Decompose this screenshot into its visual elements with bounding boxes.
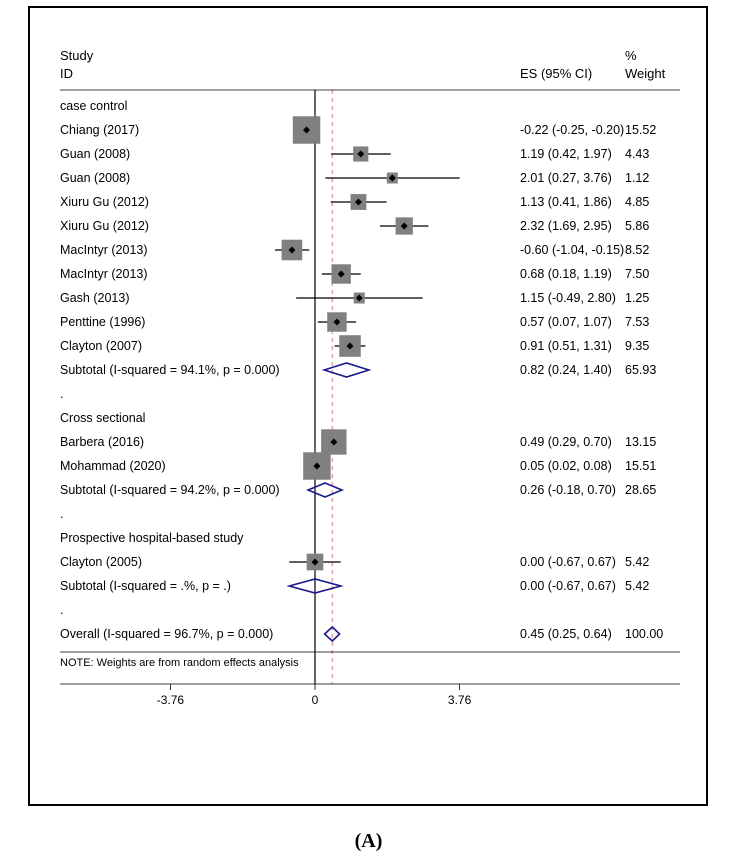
svg-text:15.52: 15.52 (625, 123, 656, 137)
svg-text:Weight: Weight (625, 66, 666, 81)
svg-text:Gash (2013): Gash (2013) (60, 291, 129, 305)
svg-text:0.26 (-0.18, 0.70): 0.26 (-0.18, 0.70) (520, 483, 616, 497)
forest-plot: Study% ID ES (95% CI) Weight case control Chi… (60, 38, 680, 776)
svg-text:7.50: 7.50 (625, 267, 649, 281)
svg-text:1.25: 1.25 (625, 291, 649, 305)
svg-text:0.05 (0.02, 0.08): 0.05 (0.02, 0.08) (520, 459, 612, 473)
svg-text:Subtotal (I-squared = 94.2%,: Subtotal (I-squared = 94.2%, p = 0.000) (60, 483, 280, 497)
svg-text:MacIntyr (2013): MacIntyr (2013) (60, 243, 148, 257)
svg-text:28.65: 28.65 (625, 483, 656, 497)
svg-text:Chiang (2017): Chiang (2017) (60, 123, 139, 137)
svg-text:Overall (I-squared = 96.7%, p: Overall (I-squared = 96.7%, p = 0.000) (60, 627, 273, 641)
svg-text:4.85: 4.85 (625, 195, 649, 209)
svg-text:13.15: 13.15 (625, 435, 656, 449)
svg-text:0.57 (0.07, 1.07): 0.57 (0.07, 1.07) (520, 315, 612, 329)
svg-text:0.91 (0.51, 1.31): 0.91 (0.51, 1.31) (520, 339, 612, 353)
svg-text:0.00 (-0.67, 0.67): 0.00 (-0.67, 0.67) (520, 555, 616, 569)
figure-caption: (A) (0, 830, 737, 853)
svg-text:0.68 (0.18, 1.19): 0.68 (0.18, 1.19) (520, 267, 612, 281)
svg-text:Clayton (2005): Clayton (2005) (60, 555, 142, 569)
svg-text:Xiuru Gu (2012): Xiuru Gu (2012) (60, 219, 149, 233)
svg-text:case control: case control (60, 99, 127, 113)
svg-text:Mohammad (2020): Mohammad (2020) (60, 459, 166, 473)
svg-text:2.01 (0.27, 3.76): 2.01 (0.27, 3.76) (520, 171, 612, 185)
svg-text:Study: Study (60, 48, 94, 63)
svg-text:1.19 (0.42, 1.97): 1.19 (0.42, 1.97) (520, 147, 612, 161)
svg-text:0.45 (0.25, 0.64): 0.45 (0.25, 0.64) (520, 627, 612, 641)
svg-text:Clayton (2007): Clayton (2007) (60, 339, 142, 353)
figure-frame: Study% ID ES (95% CI) Weight case control Chi… (0, 0, 737, 863)
svg-text:Guan (2008): Guan (2008) (60, 171, 130, 185)
svg-text:5.42: 5.42 (625, 579, 649, 593)
svg-text:0.49 (0.29, 0.70): 0.49 (0.29, 0.70) (520, 435, 612, 449)
svg-text:.: . (60, 603, 63, 617)
svg-text:Penttine (1996): Penttine (1996) (60, 315, 145, 329)
svg-text:8.52: 8.52 (625, 243, 649, 257)
svg-text:ES (95% CI): ES (95% CI) (520, 66, 592, 81)
svg-text:1.15 (-0.49, 2.80): 1.15 (-0.49, 2.80) (520, 291, 616, 305)
svg-text:5.86: 5.86 (625, 219, 649, 233)
svg-text:5.42: 5.42 (625, 555, 649, 569)
svg-text:0: 0 (312, 693, 319, 707)
svg-text:9.35: 9.35 (625, 339, 649, 353)
svg-text:4.43: 4.43 (625, 147, 649, 161)
svg-text:Prospective hospital-based stu: Prospective hospital-based study (60, 531, 244, 545)
svg-text:NOTE: Weights are from random: NOTE: Weights are from random effects an… (60, 657, 299, 669)
svg-text:.: . (60, 507, 63, 521)
svg-text:MacIntyr (2013): MacIntyr (2013) (60, 267, 148, 281)
svg-text:100.00: 100.00 (625, 627, 663, 641)
svg-text:0.00 (-0.67, 0.67): 0.00 (-0.67, 0.67) (520, 579, 616, 593)
svg-text:%: % (625, 48, 637, 63)
svg-text:-0.22 (-0.25, -0.20): -0.22 (-0.25, -0.20) (520, 123, 624, 137)
svg-text:Cross sectional: Cross sectional (60, 411, 145, 425)
svg-text:7.53: 7.53 (625, 315, 649, 329)
svg-text:Subtotal (I-squared = .%, p =: Subtotal (I-squared = .%, p = .) (60, 579, 231, 593)
svg-text:2.32 (1.69, 2.95): 2.32 (1.69, 2.95) (520, 219, 612, 233)
svg-text:Xiuru Gu (2012): Xiuru Gu (2012) (60, 195, 149, 209)
svg-text:Subtotal (I-squared = 94.1%,: Subtotal (I-squared = 94.1%, p = 0.000) (60, 363, 280, 377)
svg-text:Guan (2008): Guan (2008) (60, 147, 130, 161)
svg-text:1.13 (0.41, 1.86): 1.13 (0.41, 1.86) (520, 195, 612, 209)
svg-text:3.76: 3.76 (448, 693, 472, 707)
svg-text:65.93: 65.93 (625, 363, 656, 377)
svg-text:-3.76: -3.76 (157, 693, 185, 707)
svg-text:-0.60 (-1.04, -0.15): -0.60 (-1.04, -0.15) (520, 243, 624, 257)
svg-text:.: . (60, 387, 63, 401)
svg-text:ID: ID (60, 66, 73, 81)
svg-text:0.82 (0.24, 1.40): 0.82 (0.24, 1.40) (520, 363, 612, 377)
svg-text:15.51: 15.51 (625, 459, 656, 473)
svg-text:Barbera (2016): Barbera (2016) (60, 435, 144, 449)
svg-text:1.12: 1.12 (625, 171, 649, 185)
